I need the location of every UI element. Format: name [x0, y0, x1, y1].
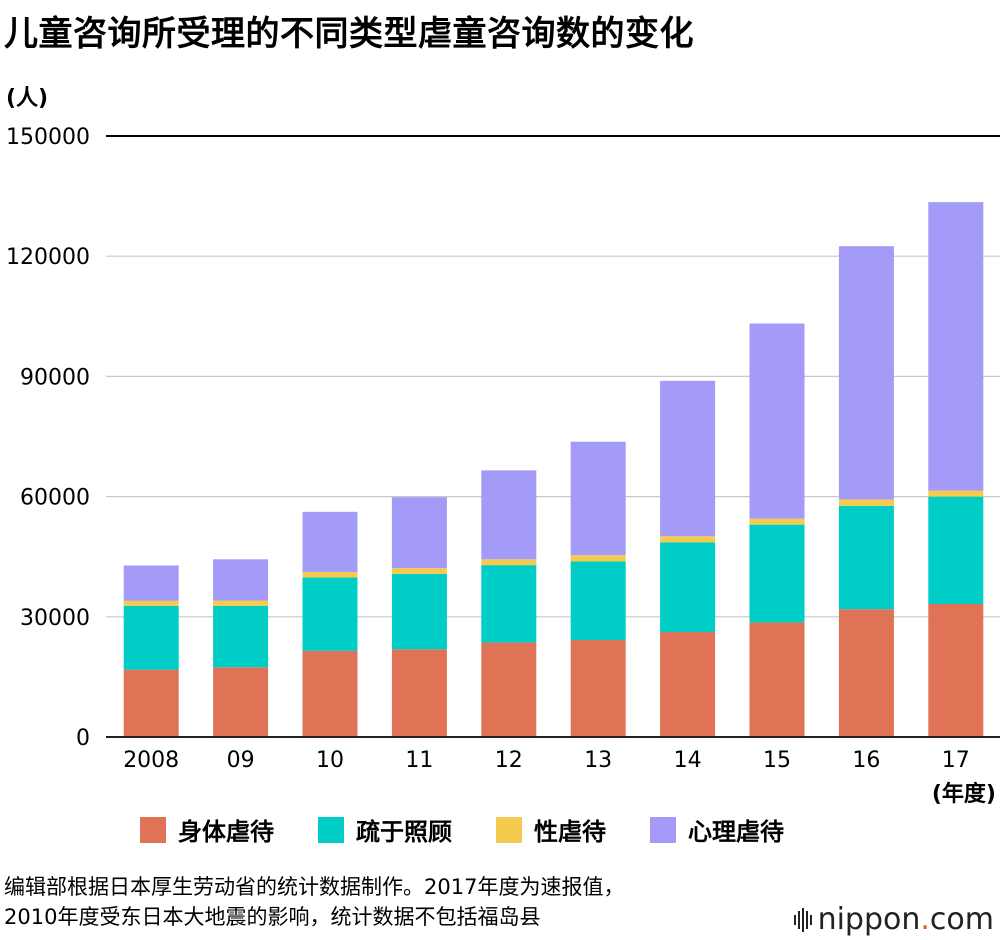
bar-segment	[838, 246, 894, 500]
legend-label: 心理虐待	[688, 818, 784, 846]
logo-tld: com	[929, 902, 994, 937]
y-tick-label: 0	[76, 726, 90, 751]
bar-segment	[660, 632, 716, 737]
x-tick-label: 17	[942, 748, 970, 773]
x-tick-label: 11	[405, 748, 433, 773]
y-tick-label: 120000	[6, 245, 90, 270]
legend-item: 心理虐待	[650, 812, 784, 847]
x-tick-label: 16	[852, 748, 880, 773]
legend-item: 疏于照顾	[318, 812, 452, 847]
legend-swatch	[496, 816, 522, 843]
bar-segment	[928, 603, 984, 737]
bar-segment	[123, 600, 179, 606]
bar-segment	[660, 542, 716, 633]
legend-item: 性虐待	[496, 812, 606, 847]
bar-segment	[123, 605, 179, 670]
legend-swatch	[318, 816, 344, 843]
y-tick-label: 90000	[20, 365, 90, 390]
source-note: 编辑部根据日本厚生劳动省的统计数据制作。2017年度为速报值， 2010年度受东…	[4, 872, 624, 932]
legend-label: 身体虐待	[178, 818, 274, 846]
x-tick-label: 10	[316, 748, 344, 773]
legend-swatch	[140, 816, 166, 843]
x-axis-unit-label: (年度)	[932, 781, 996, 807]
y-tick-label: 30000	[20, 606, 90, 631]
x-tick-label: 2008	[123, 748, 179, 773]
x-tick-label: 15	[763, 748, 791, 773]
logo-bars-icon	[793, 907, 812, 932]
nippon-logo: nippon.com	[793, 902, 994, 937]
bar-segment	[481, 470, 537, 560]
bar-segment	[928, 490, 984, 497]
source-note-line: 2010年度受东日本大地震的影响，统计数据不包括福岛县	[4, 905, 541, 929]
legend-label: 性虐待	[534, 818, 606, 846]
stacked-bar-chart: 0 30000 60000 90000 120000 150000 2008 09 10 11 12…	[6, 125, 1000, 807]
logo-dot: .	[920, 902, 930, 937]
legend-item: 身体虐待	[140, 812, 274, 847]
y-axis-unit-label: (人)	[6, 86, 49, 111]
bar-segment	[660, 380, 716, 537]
source-note-line: 编辑部根据日本厚生劳动省的统计数据制作。2017年度为速报值，	[4, 875, 625, 899]
bar-segment	[123, 565, 179, 601]
bar-segment	[838, 499, 894, 506]
bar-segment	[302, 577, 358, 651]
bar-segment	[213, 667, 269, 737]
bar-segment	[391, 497, 447, 569]
y-tick-label: 150000	[6, 125, 90, 150]
bar-segment	[213, 605, 269, 668]
bar-segment	[391, 568, 447, 574]
bar-segment	[749, 524, 805, 623]
bar-segment	[302, 571, 358, 578]
legend-label: 疏于照顾	[356, 818, 452, 846]
x-tick-label: 13	[584, 748, 612, 773]
bar-segment	[660, 536, 716, 543]
bar-segment	[481, 559, 537, 566]
bar-segment	[570, 555, 626, 562]
bar-segment	[570, 561, 626, 641]
bar-segment	[749, 323, 805, 519]
bar-segment	[213, 559, 269, 601]
bar-segment	[481, 642, 537, 737]
bar-segment	[570, 441, 626, 556]
bar-segment	[928, 202, 984, 491]
bar-segment	[213, 600, 269, 606]
bar-segment	[928, 496, 984, 604]
x-tick-label: 12	[495, 748, 523, 773]
legend-swatch	[650, 816, 676, 843]
bar-segment	[749, 622, 805, 737]
bar-segment	[302, 511, 358, 572]
bar-segment	[749, 518, 805, 525]
bar-segment	[123, 669, 179, 737]
y-tick-label: 60000	[20, 486, 90, 511]
bar-segment	[302, 650, 358, 737]
bar-segment	[570, 640, 626, 737]
chart-title: 儿童咨询所受理的不同类型虐童咨询数的变化	[4, 14, 694, 54]
bar-segment	[838, 609, 894, 737]
bar-segment	[481, 565, 537, 643]
bar-segment	[838, 505, 894, 610]
x-tick-label: 09	[227, 748, 255, 773]
bar-segment	[391, 573, 447, 650]
legend: 身体虐待 疏于照顾 性虐待 心理虐待	[140, 812, 784, 847]
logo-name: nippon	[817, 902, 921, 937]
x-tick-label: 14	[674, 748, 702, 773]
bar-segment	[391, 649, 447, 737]
